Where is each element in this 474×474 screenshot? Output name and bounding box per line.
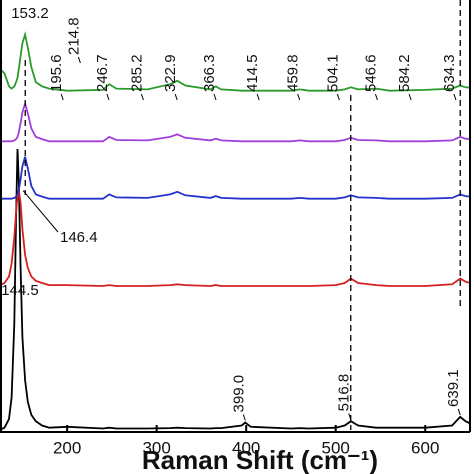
x-tick-label: 300 [142, 438, 170, 457]
peak-label: 634.3 [441, 54, 458, 92]
peak-label: 504.1 [324, 54, 341, 92]
x-tick-label: 500 [322, 438, 350, 457]
peak-label: 214.8 [65, 17, 82, 55]
arrow [408, 93, 412, 101]
peak-label: 584.2 [396, 54, 413, 92]
arrow [457, 408, 461, 416]
arrow [242, 414, 246, 421]
peak-label: 127.1 [0, 17, 4, 55]
arrow [77, 56, 81, 64]
peak-label: 459.8 [285, 54, 302, 92]
arrow [374, 93, 378, 101]
peak-label: 246.7 [94, 54, 111, 92]
arrow [106, 93, 110, 101]
spectrum [0, 189, 471, 287]
arrow [140, 93, 144, 101]
spectrum [0, 31, 471, 92]
arrow [22, 190, 59, 233]
arrow [60, 93, 64, 101]
arrow [297, 93, 301, 101]
peak-label: 195.6 [48, 54, 65, 92]
x-tick-label: 400 [232, 438, 260, 457]
x-axis-title: Raman Shift (cm⁻¹) [142, 445, 378, 474]
peak-label: 546.6 [362, 54, 379, 92]
peak-label: 153.2 [11, 5, 49, 22]
peak-label: 285.2 [128, 54, 145, 92]
peak-label: 414.5 [244, 54, 261, 92]
arrow [174, 93, 178, 101]
peak-label: 516.8 [336, 374, 353, 412]
peak-label: 144.5 [1, 282, 39, 299]
peak-label: 639.1 [445, 369, 462, 407]
arrow [256, 93, 260, 101]
peak-label: 366.3 [201, 54, 218, 92]
x-tick-label: 600 [411, 438, 439, 457]
peak-label: 322.9 [162, 54, 179, 92]
peak-label: 399.0 [230, 375, 247, 413]
arrow [213, 93, 217, 101]
arrow [453, 93, 457, 101]
arrow [0, 56, 3, 64]
arrow [336, 93, 340, 101]
spectrum [0, 156, 471, 200]
spectrum [0, 100, 471, 143]
peak-label: 146.4 [60, 229, 98, 246]
x-tick-label: 200 [53, 438, 81, 457]
